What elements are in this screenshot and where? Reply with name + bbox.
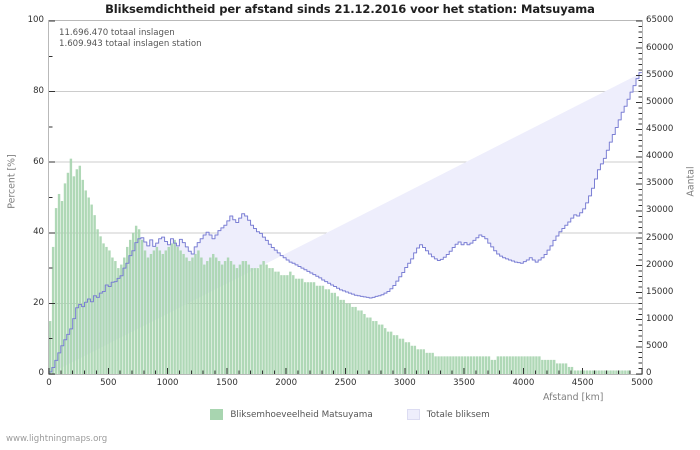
x-tick-label-3500: 3500	[453, 378, 476, 388]
legend-swatch-total	[406, 409, 420, 420]
x-tick-label-4000: 4000	[512, 378, 535, 388]
y2-tick-label-55000: 55000	[646, 69, 674, 80]
annotation-station-strokes: 1.609.943 totaal inslagen station	[59, 39, 202, 50]
y2-tick-label-15000: 15000	[646, 286, 674, 297]
chart-title: Bliksemdichtheid per afstand sinds 21.12…	[105, 2, 595, 16]
legend-item-station: Bliksemhoeveelheid Matsuyama	[210, 409, 373, 420]
y-tick-label-60: 60	[33, 156, 44, 167]
y2-tick-label-20000: 20000	[646, 259, 674, 270]
y-axis-left-title: Percent [%]	[6, 154, 18, 209]
y2-tick-label-45000: 45000	[646, 124, 674, 134]
legend-label-total: Totale bliksem	[426, 409, 490, 420]
y-tick-label-100: 100	[27, 15, 44, 26]
x-tick-label-2000: 2000	[275, 378, 298, 388]
plot-area	[48, 20, 643, 375]
legend-item-total: Totale bliksem	[406, 409, 490, 420]
x-tick-label-4500: 4500	[571, 378, 594, 388]
x-tick-label-5000: 5000	[631, 378, 653, 388]
legend-label-station: Bliksemhoeveelheid Matsuyama	[230, 409, 373, 420]
x-tick-label-3000: 3000	[393, 378, 416, 388]
x-tick-label-0: 0	[46, 378, 52, 388]
annotation-total-strokes: 11.696.470 totaal inslagen	[59, 28, 175, 38]
y2-tick-label-25000: 25000	[646, 232, 674, 243]
x-tick-label-500: 500	[100, 378, 117, 388]
y-tick-label-0: 0	[38, 368, 44, 379]
y2-tick-label-65000: 65000	[646, 15, 674, 26]
annotation-block: 11.696.470 totaal inslagen 1.609.943 tot…	[59, 28, 202, 51]
y2-tick-label-35000: 35000	[646, 178, 674, 189]
plot-canvas	[49, 72, 642, 374]
y-tick-label-40: 40	[33, 227, 44, 238]
y-tick-label-20: 20	[33, 297, 44, 308]
legend-swatch-station	[210, 409, 224, 420]
x-tick-label-1500: 1500	[215, 378, 238, 388]
chart-legend: Bliksemhoeveelheid Matsuyama Totale blik…	[0, 409, 700, 420]
y2-tick-label-10000: 10000	[646, 314, 674, 325]
y-tick-label-80: 80	[33, 86, 44, 96]
y2-tick-label-40000: 40000	[646, 151, 674, 162]
y2-tick-label-5000: 5000	[646, 341, 668, 352]
footer-attribution: www.lightningmaps.org	[6, 434, 108, 444]
y2-tick-label-0: 0	[646, 368, 652, 379]
x-axis-title: Afstand [km]	[543, 392, 604, 403]
x-tick-label-2500: 2500	[334, 378, 357, 388]
y2-tick-label-30000: 30000	[646, 205, 674, 216]
y2-tick-label-60000: 60000	[646, 42, 674, 53]
x-tick-label-1000: 1000	[156, 378, 179, 388]
y2-tick-label-50000: 50000	[646, 96, 674, 107]
